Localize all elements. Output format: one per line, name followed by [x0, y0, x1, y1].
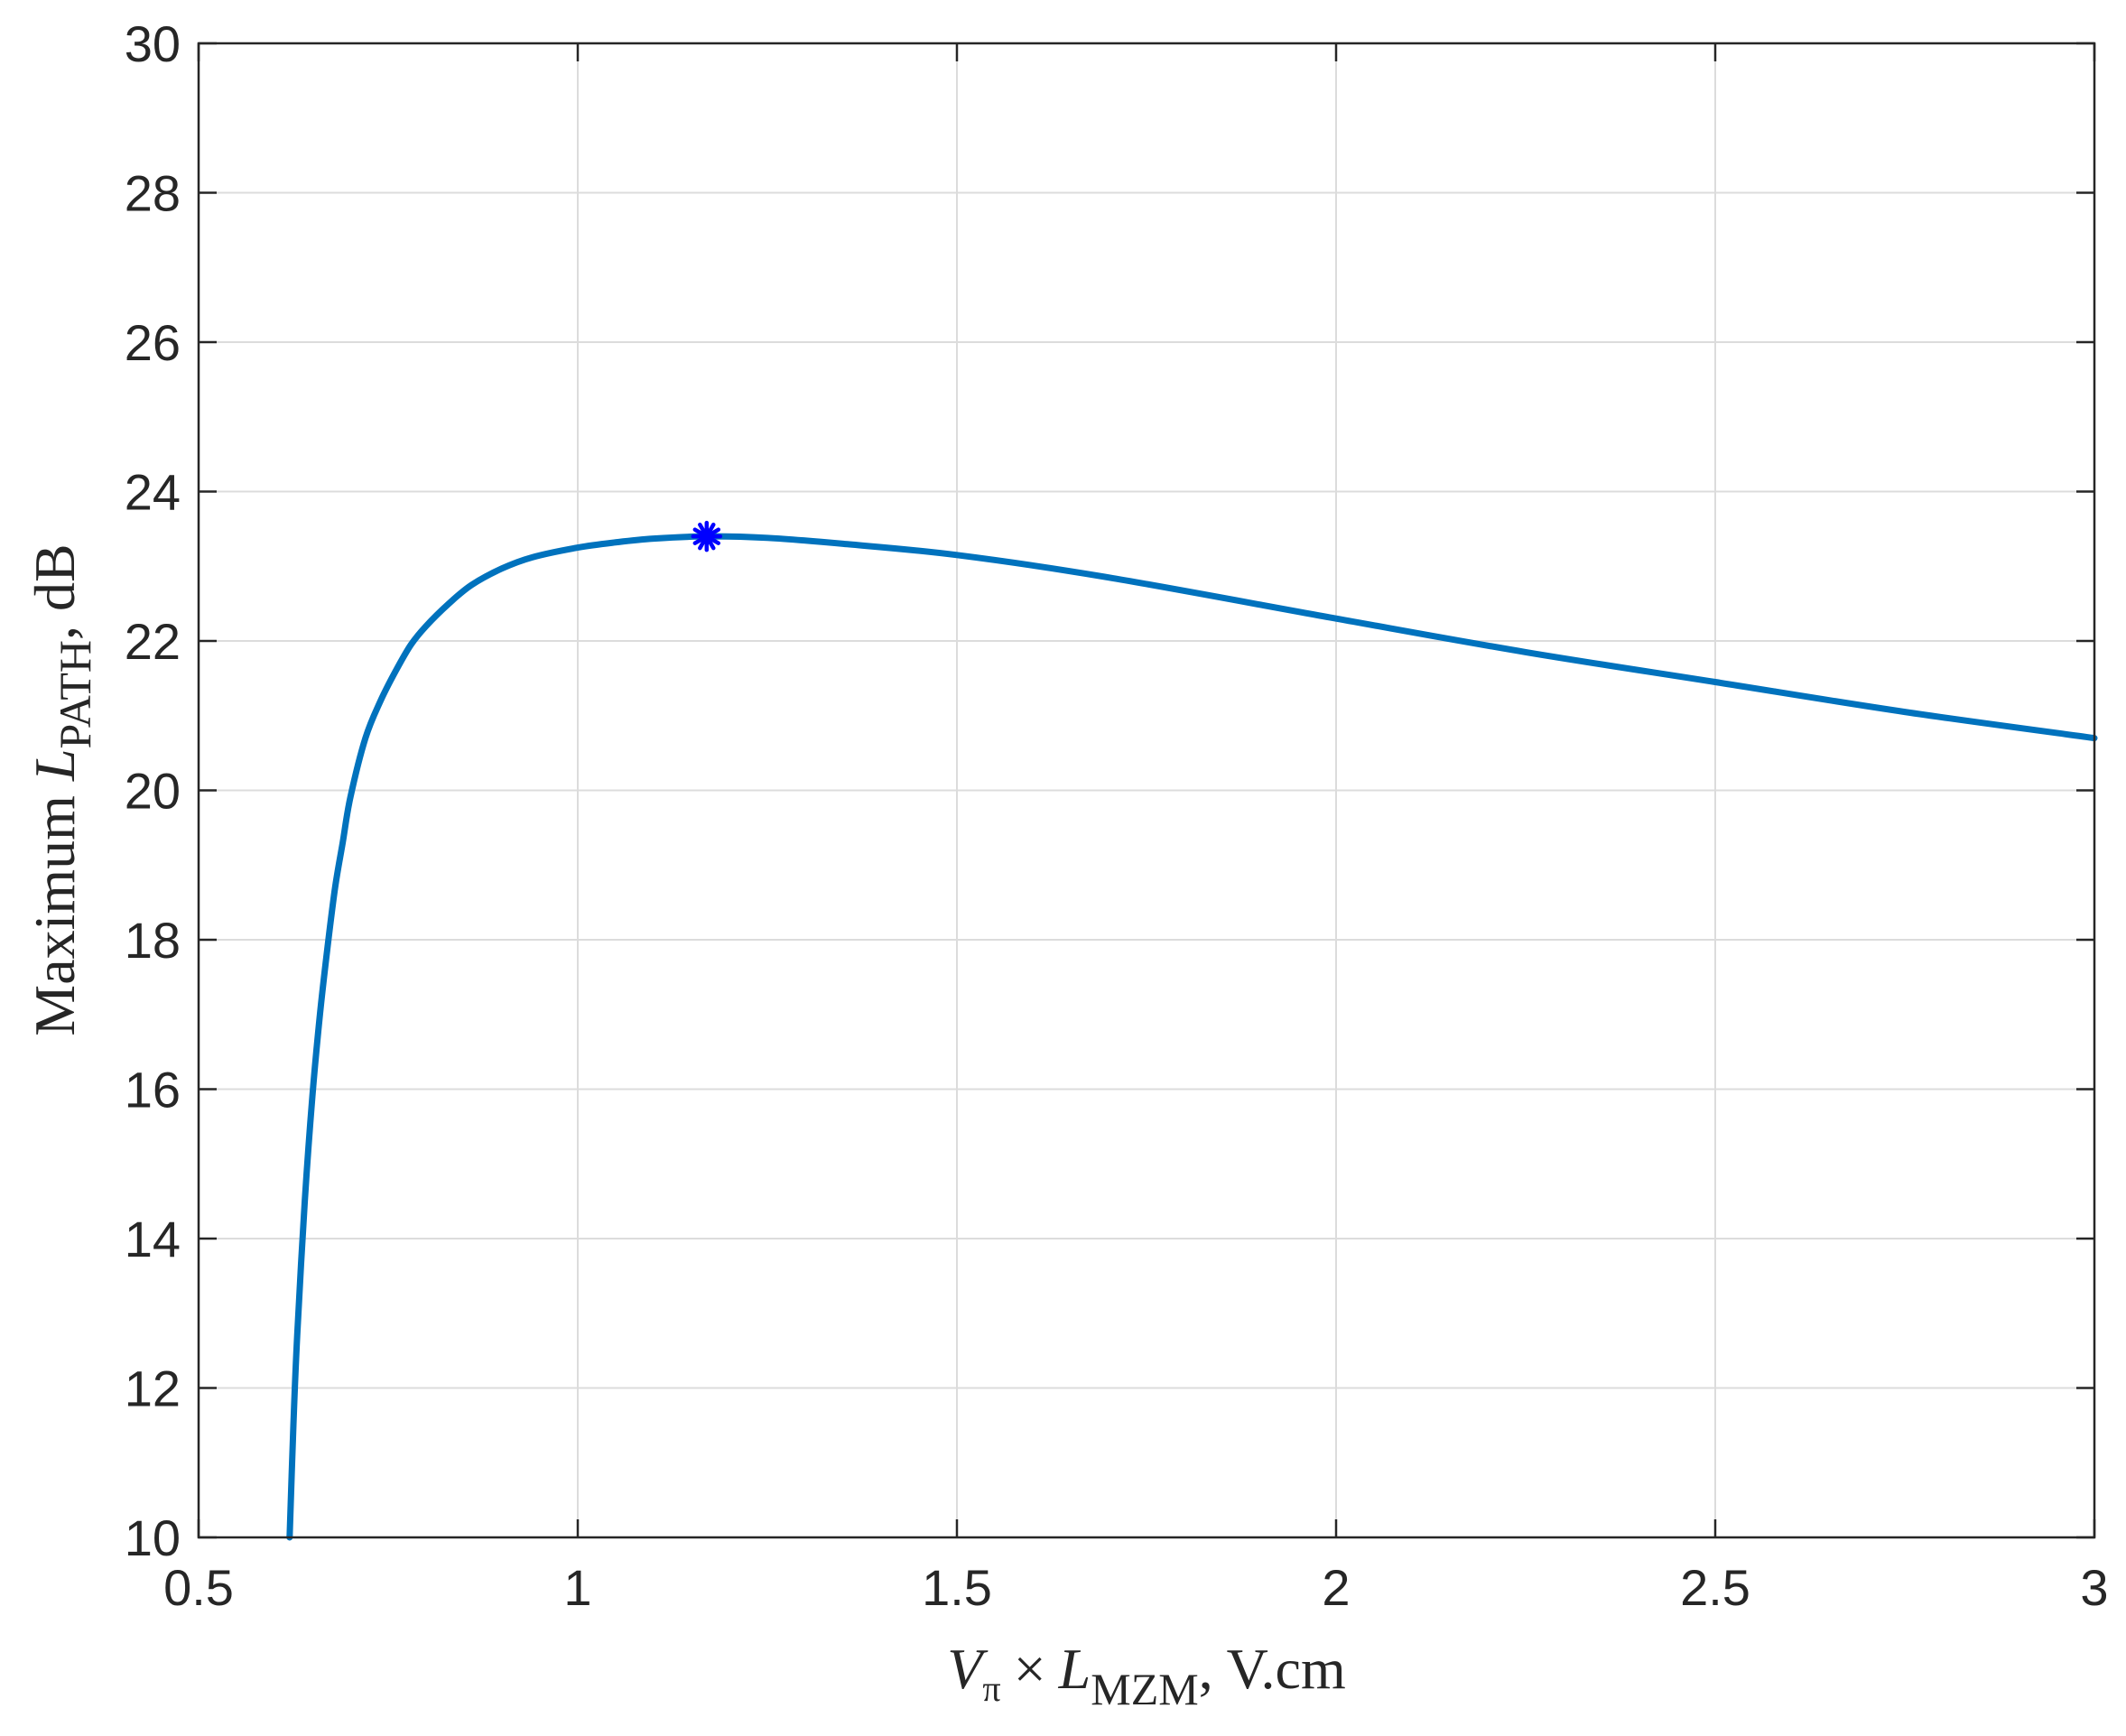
x-tick-label: 1.5	[922, 1559, 992, 1616]
grid	[198, 42, 2095, 1538]
y-tick-label: 30	[125, 15, 181, 72]
y-axis-label: Maximum LPATH, dB	[23, 543, 100, 1035]
x-tick-labels: 0.5 1 1.5 2 2.5 3	[163, 1559, 2109, 1616]
axis-ticks	[197, 42, 2096, 1539]
x-tick-label: 2.5	[1680, 1559, 1750, 1616]
y-tick-label: 26	[125, 314, 181, 371]
y-tick-label: 14	[125, 1211, 181, 1267]
y-tick-label: 18	[125, 912, 181, 969]
y-tick-label: 12	[125, 1360, 181, 1417]
x-tick-label: 0.5	[163, 1559, 234, 1616]
peak-marker	[691, 520, 723, 552]
y-tick-label: 10	[125, 1509, 181, 1566]
x-tick-label: 2	[1322, 1559, 1350, 1616]
y-tick-label: 16	[125, 1062, 181, 1119]
x-tick-label: 1	[563, 1559, 591, 1616]
y-tick-label: 28	[125, 165, 181, 222]
y-tick-label: 24	[125, 464, 181, 521]
series-layer	[286, 533, 2098, 1541]
x-axis-label: Vπ × LMZM, V.cm	[947, 1637, 1345, 1714]
series-line	[286, 533, 2098, 1541]
y-tick-labels: 10 12 14 16 18 20 22 24 26 28 30	[125, 15, 181, 1566]
marker-ray	[692, 527, 721, 545]
x-tick-label: 3	[2080, 1559, 2108, 1616]
y-tick-label: 20	[125, 763, 181, 820]
y-tick-label: 22	[125, 613, 181, 670]
